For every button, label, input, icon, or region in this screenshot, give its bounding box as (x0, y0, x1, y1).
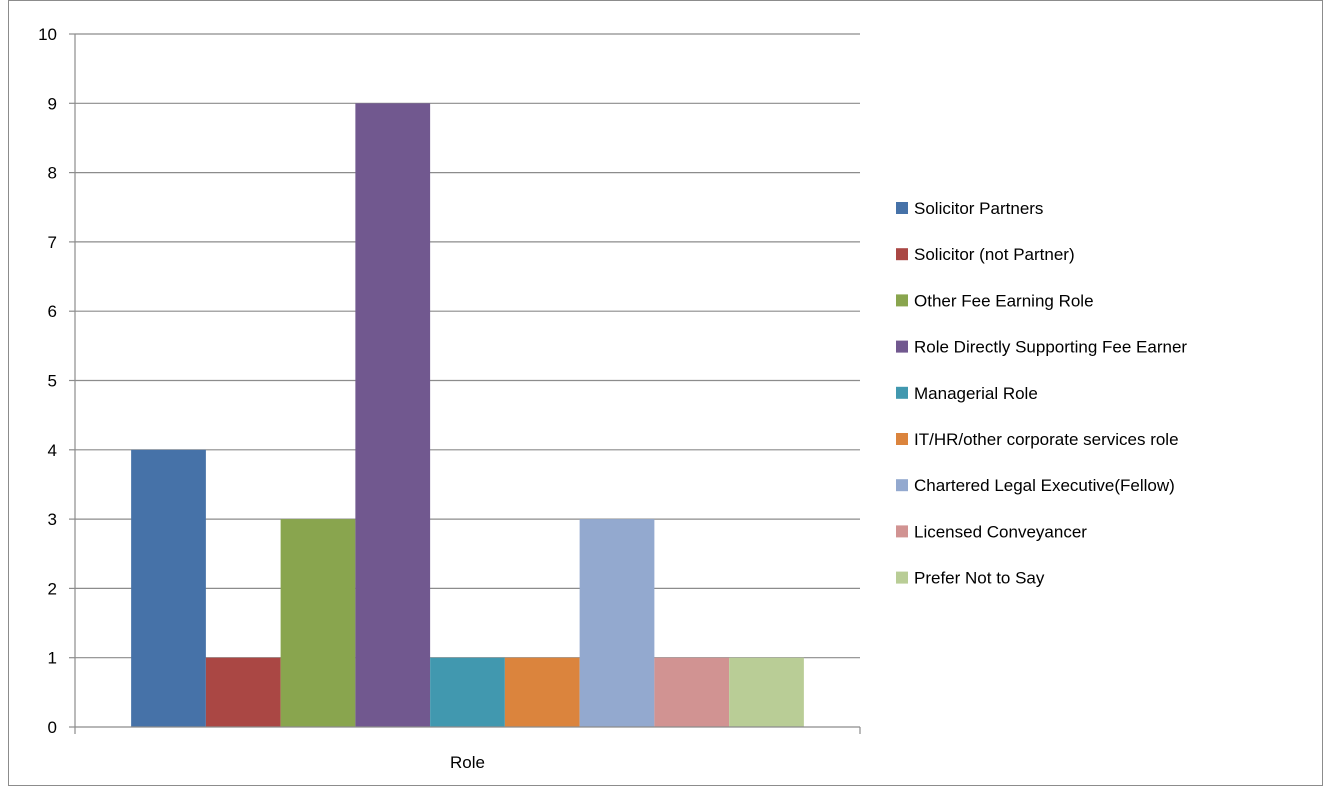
legend-label: Chartered Legal Executive(Fellow) (914, 476, 1175, 495)
legend-label: Licensed Conveyancer (914, 522, 1087, 541)
legend-swatch (896, 202, 908, 214)
legend-swatch (896, 248, 908, 261)
y-tick-label: 7 (48, 233, 57, 252)
bar-other-fee-earning-role (280, 519, 356, 727)
y-tick-label: 5 (48, 372, 57, 391)
legend-swatch (896, 433, 908, 445)
y-tick-label: 0 (48, 718, 57, 737)
y-tick-label: 8 (48, 164, 57, 183)
bar-it-hr-other-corporate-services-role (504, 657, 580, 727)
legend-label: Other Fee Earning Role (914, 291, 1094, 310)
axes (69, 33, 861, 734)
y-tick-label: 9 (48, 94, 57, 113)
legend-label: Solicitor Partners (914, 199, 1043, 218)
bar-licensed-conveyancer (654, 657, 730, 727)
legend-label: Solicitor (not Partner) (914, 245, 1075, 264)
legend-label: Role Directly Supporting Fee Earner (914, 338, 1187, 357)
bar-prefer-not-to-say (729, 657, 804, 727)
legend-label: Managerial Role (914, 384, 1038, 403)
x-axis-tick-labels: Role (450, 753, 485, 772)
legend-swatch (896, 479, 908, 492)
legend-label: Prefer Not to Say (914, 569, 1045, 588)
y-tick-label: 10 (38, 25, 57, 44)
bar-solicitor-not-partner (205, 657, 281, 727)
y-tick-label: 1 (48, 649, 57, 668)
y-axis-tick-labels: 0 1 2 3 4 5 6 7 8 9 10 (38, 25, 57, 737)
x-category-label: Role (450, 753, 485, 772)
y-tick-label: 6 (48, 302, 57, 321)
legend-swatch (896, 571, 908, 584)
bar-solicitor-partners (131, 449, 206, 727)
bar-managerial-role (430, 657, 505, 727)
legend-swatch (896, 525, 908, 538)
y-tick-label: 3 (48, 510, 57, 529)
legend-label: IT/HR/other corporate services role (914, 430, 1179, 449)
bar-role-directly-supporting-fee-earner (355, 103, 431, 728)
legend-swatch (896, 340, 908, 353)
chart-frame: 0 1 2 3 4 5 6 7 8 9 10 Role Solicitor Partners Soli… (8, 0, 1323, 786)
bar-chartered-legal-executive-fellow (579, 519, 655, 727)
legend-swatch (896, 294, 908, 307)
legend-swatch (896, 386, 908, 399)
bars (131, 103, 804, 728)
legend: Solicitor Partners Solicitor (not Partner… (896, 199, 1187, 588)
y-tick-label: 4 (48, 441, 57, 460)
y-tick-label: 2 (48, 579, 57, 598)
